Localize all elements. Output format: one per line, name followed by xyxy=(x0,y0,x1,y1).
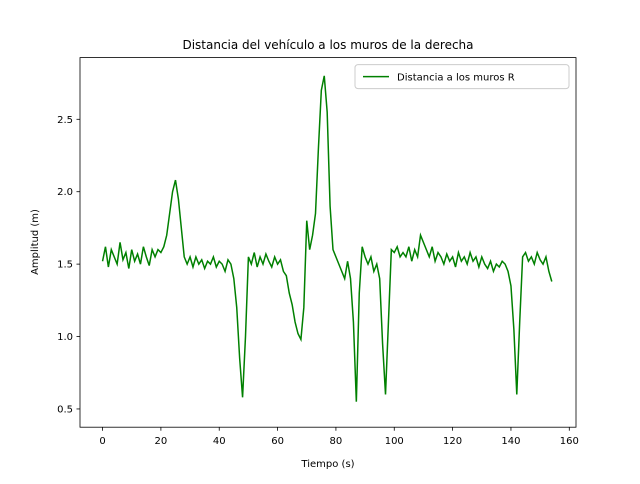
x-tick-label: 20 xyxy=(155,436,168,447)
x-tick-label: 140 xyxy=(501,436,520,447)
y-tick-label: 1.5 xyxy=(57,260,73,271)
x-tick-label: 60 xyxy=(271,436,284,447)
x-tick-label: 120 xyxy=(443,436,462,447)
y-tick-label: 0.5 xyxy=(57,404,73,415)
x-tick-label: 40 xyxy=(213,436,226,447)
y-tick-label: 1.0 xyxy=(57,332,73,343)
y-axis-label: Amplitud (m) xyxy=(30,209,41,275)
y-tick-label: 2.5 xyxy=(57,115,73,126)
x-tick-label: 0 xyxy=(99,436,105,447)
legend-label: Distancia a los muros R xyxy=(397,73,515,84)
x-tick-label: 100 xyxy=(385,436,404,447)
x-tick-label: 80 xyxy=(330,436,343,447)
plot-frame xyxy=(79,57,577,428)
x-axis-label: Tiempo (s) xyxy=(300,459,354,470)
data-line xyxy=(101,75,553,402)
chart-title: Distancia del vehículo a los muros de la… xyxy=(182,38,473,52)
x-tick-label: 160 xyxy=(560,436,579,447)
y-tick-label: 2.0 xyxy=(57,187,73,198)
legend-box xyxy=(354,64,570,90)
